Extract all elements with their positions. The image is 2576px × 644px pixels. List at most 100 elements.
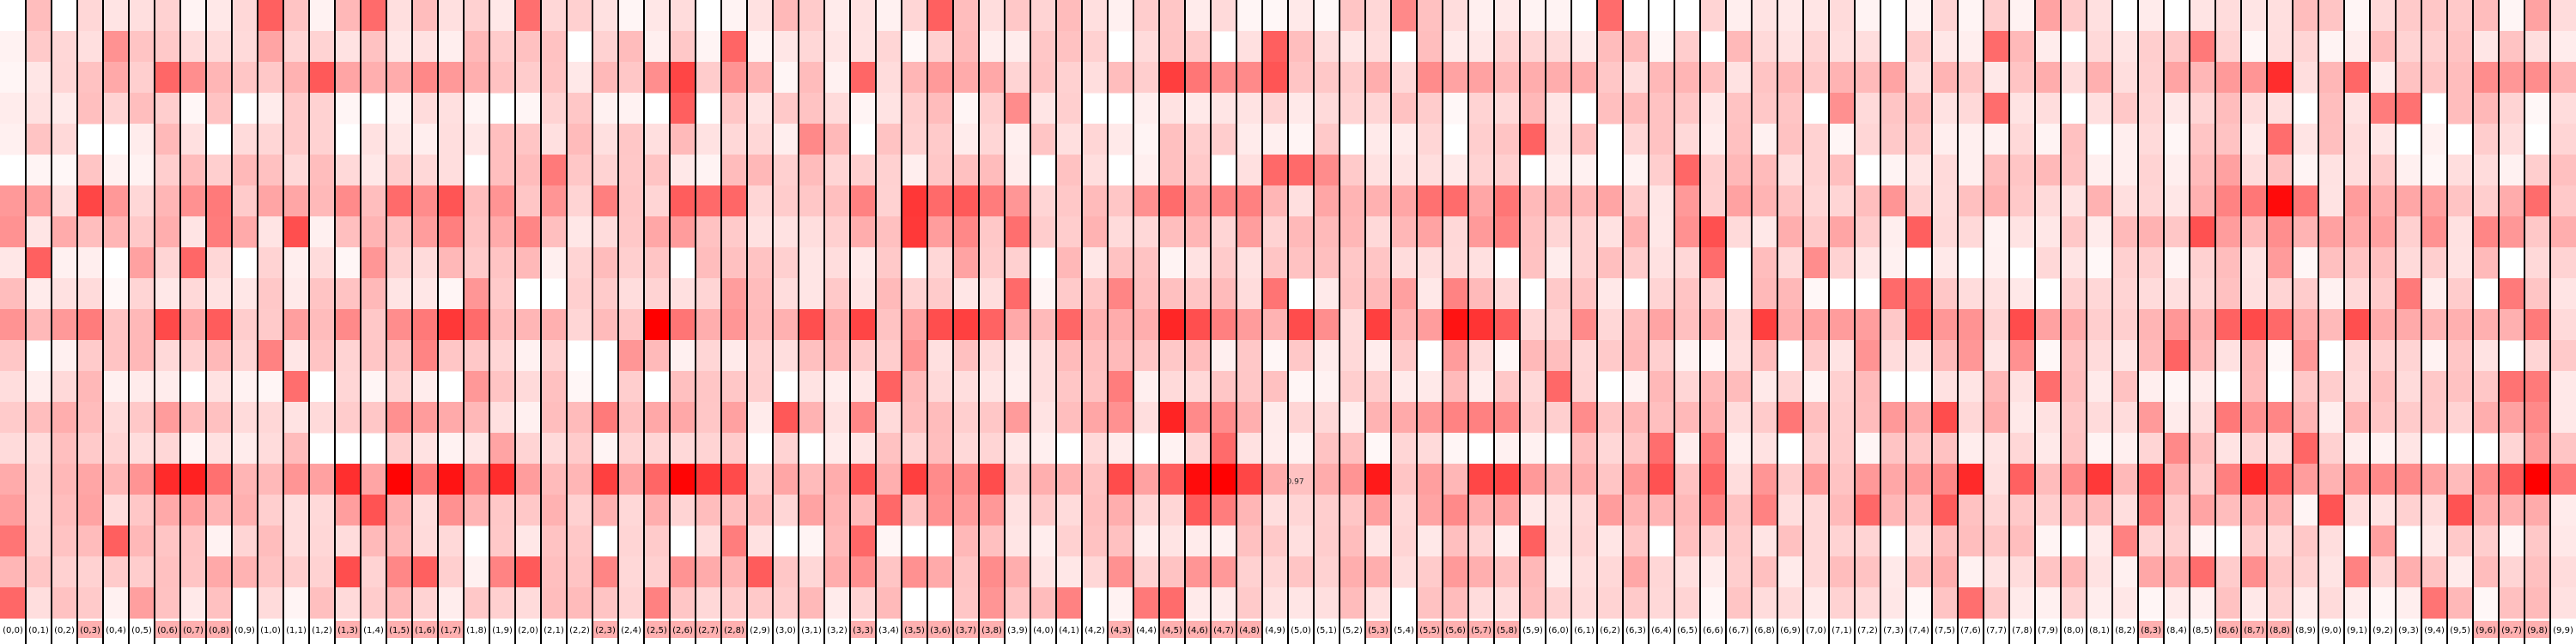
heatmap-cell [335, 464, 361, 495]
heatmap-cell [1108, 587, 1134, 619]
heatmap-cell [412, 31, 439, 63]
heatmap-cell [927, 247, 954, 279]
heatmap-cell [0, 402, 27, 434]
heatmap-cell [1262, 93, 1289, 125]
heatmap-cell [2267, 495, 2293, 526]
heatmap-cell [1546, 124, 1572, 155]
x-tick-label: (2,2) [569, 626, 590, 635]
heatmap-cell [721, 216, 748, 248]
heatmap-cell [2138, 526, 2165, 557]
heatmap-cell [824, 340, 851, 372]
heatmap-cell [438, 247, 465, 279]
x-tick-label: (9,8) [2527, 626, 2548, 635]
heatmap-cell [1906, 278, 1933, 310]
heatmap-cell [824, 124, 851, 155]
heatmap-cell [1236, 124, 1263, 155]
heatmap-cell [1906, 526, 1933, 557]
heatmap-cell [180, 185, 207, 217]
heatmap-cell [799, 340, 825, 372]
heatmap-cell [850, 495, 877, 526]
heatmap-cell [721, 587, 748, 619]
heatmap-cell [1623, 185, 1649, 217]
heatmap-cell [206, 556, 233, 588]
heatmap-cell [799, 247, 825, 279]
heatmap-cell [1649, 155, 1675, 186]
x-tick-label: (3,8) [981, 626, 1002, 635]
heatmap-cell [1056, 278, 1083, 310]
heatmap-cell [2550, 62, 2576, 94]
heatmap-cell [26, 0, 52, 32]
heatmap-cell [0, 464, 27, 495]
heatmap-cell [2241, 155, 2268, 186]
heatmap-cell [180, 155, 207, 186]
heatmap-cell [77, 62, 104, 94]
heatmap-cell [1262, 0, 1289, 32]
heatmap-cell [1803, 216, 1830, 248]
heatmap-cell [155, 587, 181, 619]
heatmap-cell [1262, 587, 1289, 619]
heatmap-cell [876, 0, 902, 32]
x-tick-label: (9,9) [2553, 626, 2573, 635]
heatmap-cell [258, 155, 284, 186]
heatmap-cell [2524, 185, 2551, 217]
heatmap-cell [2138, 62, 2165, 94]
heatmap-cell [1752, 124, 1778, 155]
heatmap-cell [1880, 278, 1907, 310]
heatmap-cell [412, 93, 439, 125]
heatmap-cell [2344, 309, 2371, 341]
x-tick-label: (1,9) [492, 626, 513, 635]
heatmap-cell [876, 464, 902, 495]
heatmap-cell [2138, 216, 2165, 248]
heatmap-cell [1365, 340, 1392, 372]
heatmap-cell [52, 495, 78, 526]
heatmap-cell [2035, 464, 2062, 495]
heatmap-cell [0, 31, 27, 63]
heatmap-cell [1494, 62, 1521, 94]
heatmap-cell [180, 93, 207, 125]
heatmap-cell [1365, 433, 1392, 465]
heatmap-cell [592, 464, 619, 495]
heatmap-cell [26, 495, 52, 526]
heatmap-cell [1932, 526, 1959, 557]
heatmap-cell [258, 433, 284, 465]
heatmap-cell [232, 0, 258, 32]
heatmap-cell [1133, 185, 1160, 217]
heatmap-cell [696, 526, 722, 557]
heatmap-cell [2499, 93, 2525, 125]
heatmap-cell [2473, 309, 2500, 341]
heatmap-cell [1185, 31, 1212, 63]
heatmap-cell [2421, 526, 2448, 557]
heatmap-cell [0, 216, 27, 248]
heatmap-cell [1211, 0, 1237, 32]
heatmap-cell [26, 309, 52, 341]
heatmap-cell [2421, 216, 2448, 248]
heatmap-cell [464, 0, 490, 32]
heatmap-cell [103, 371, 130, 403]
heatmap-cell [0, 309, 27, 341]
heatmap-cell [1726, 587, 1753, 619]
heatmap-cell [2190, 556, 2216, 588]
heatmap-cell [361, 587, 387, 619]
heatmap-cell [2061, 185, 2087, 217]
heatmap-cell [1185, 556, 1212, 588]
heatmap-cell [2524, 278, 2551, 310]
heatmap-cell [1443, 31, 1469, 63]
heatmap-cell [103, 526, 130, 557]
heatmap-cell [2087, 402, 2113, 434]
heatmap-cell [747, 62, 774, 94]
heatmap-cell [2550, 495, 2576, 526]
heatmap-cell [1236, 526, 1263, 557]
heatmap-cell [489, 31, 516, 63]
x-tick-label: (5,6) [1445, 626, 1466, 635]
heatmap-cell [1546, 62, 1572, 94]
heatmap-cell [1005, 402, 1031, 434]
heatmap-cell [412, 155, 439, 186]
heatmap-cell [1571, 278, 1598, 310]
heatmap-cell [438, 155, 465, 186]
heatmap-cell [1005, 340, 1031, 372]
heatmap-cell [515, 216, 542, 248]
heatmap-cell [644, 278, 671, 310]
heatmap-cell [1829, 62, 1856, 94]
heatmap-cell [2035, 556, 2062, 588]
heatmap-cell [1674, 340, 1701, 372]
